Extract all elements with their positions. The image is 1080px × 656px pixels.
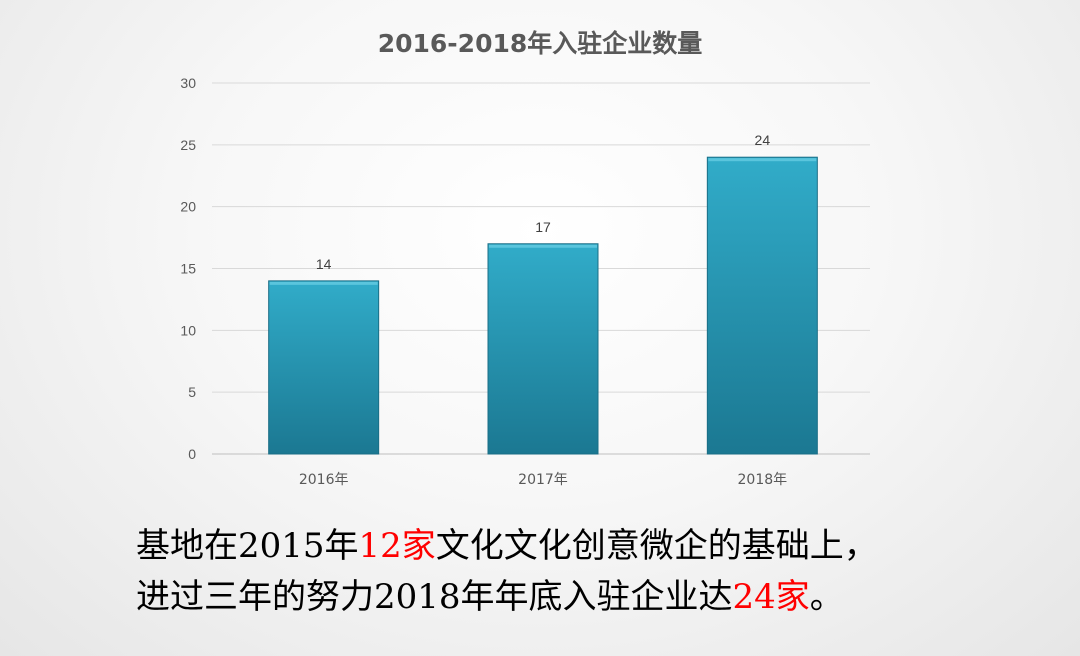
bar-chart: 2016-2018年入驻企业数量 0 5 10 15 20 25 30 14 17 24 201… (180, 29, 870, 488)
caption-highlight-count-2018: 24家 (732, 577, 810, 617)
x-category-label: 2016年 (299, 472, 349, 488)
y-tick-label: 0 (188, 446, 196, 462)
data-label: 24 (755, 132, 771, 148)
caption-line-2: 进过三年的努力2018年年底入驻企业达24家。 (136, 575, 1056, 619)
bar (487, 243, 599, 455)
caption-text: 。 (809, 577, 844, 617)
x-category-label: 2017年 (518, 472, 568, 488)
bar-highlight (269, 281, 378, 285)
y-tick-label: 25 (180, 137, 196, 153)
caption-line-1: 基地在2015年12家文化文化创意微企的基础上， (136, 524, 1056, 568)
y-tick-label: 20 (180, 199, 196, 215)
data-labels: 14 17 24 (316, 132, 770, 272)
bar (706, 156, 818, 455)
bar-highlight (489, 244, 597, 248)
bars (268, 156, 818, 455)
data-label: 17 (535, 219, 551, 235)
bar (268, 280, 380, 455)
x-axis-categories: 2016年 2017年 2018年 (299, 472, 787, 488)
caption-highlight-count-2015: 12家 (358, 526, 436, 566)
caption-text: 文化文化创意微企的基础上， (435, 526, 878, 566)
y-axis-ticks: 0 5 10 15 20 25 30 (180, 75, 196, 462)
y-tick-label: 15 (180, 261, 196, 277)
caption-text: 进过三年的努力2018年年底入驻企业达 (136, 577, 733, 617)
x-category-label: 2018年 (738, 472, 788, 488)
data-label: 14 (316, 256, 332, 272)
chart-title: 2016-2018年入驻企业数量 (378, 29, 703, 58)
y-tick-label: 5 (188, 384, 196, 400)
caption-text: 基地在2015年 (136, 526, 359, 566)
y-tick-label: 30 (180, 75, 196, 91)
bar-highlight (708, 158, 817, 162)
y-tick-label: 10 (180, 322, 196, 338)
